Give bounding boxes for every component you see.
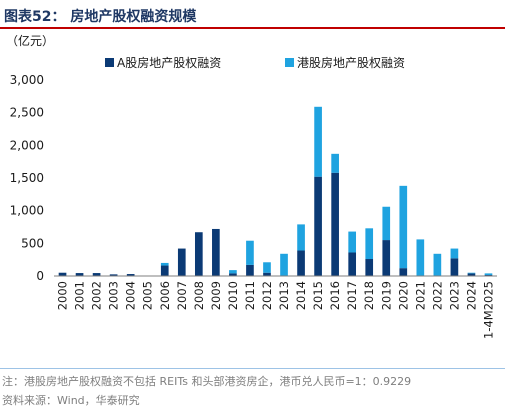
bar-hk-share [263,262,271,273]
x-tick-label: 2023 [447,281,461,310]
bar-hk-share [450,248,459,259]
bar-a-share [194,232,203,276]
bar-hk-share [365,228,374,260]
title-divider [0,27,505,29]
bar-hk-share [484,273,493,276]
bar-hk-share [416,239,425,276]
x-tick-label: 2013 [277,281,291,310]
footnote: 注：港股房地产股权融资不包括 REITs 和头部港资房企，港币兑人民币=1：0.… [2,375,412,388]
x-tick-label: 2004 [124,281,138,310]
legend-label-a: A股房地产股权融资 [117,55,221,70]
x-tick-label: 2020 [396,281,410,310]
y-tick-label: 2,000 [10,138,44,152]
stacked-bar-chart: （亿元） A股房地产股权融资 港股房地产股权融资 0 500 1,000 1,500 2… [6,33,497,339]
x-tick-label: 2011 [243,281,257,310]
y-tick-label: 3,000 [10,73,44,87]
y-tick-label: 2,500 [10,106,44,120]
bar-hk-share [467,272,476,274]
figure-title: 图表52： 房地产股权融资规模 [4,9,197,25]
x-tick-label: 2009 [209,281,223,310]
bar-a-share [467,273,476,276]
x-tick-label: 2014 [294,281,308,310]
x-tick-label: 2003 [107,281,121,310]
bar-a-share [314,176,322,276]
bar-a-share [212,228,220,276]
bar-a-share [382,240,391,276]
bar-hk-share [280,253,288,276]
legend-swatch-hk [285,58,294,67]
bar-a-share [160,265,169,276]
bar-hk-share [160,262,169,266]
x-tick-label: 2000 [56,281,70,310]
x-tick-label: 2010 [226,281,240,310]
bar-hk-share [229,270,237,274]
bar-hk-share [297,224,305,251]
bar-hk-share [246,240,254,265]
bar-hk-share [314,106,322,177]
legend-label-hk: 港股房地产股权融资 [297,55,405,70]
bar-a-share [450,258,459,276]
bar-a-share [229,273,237,276]
x-tick-label: 2007 [175,281,189,310]
x-tick-label: 2019 [379,281,393,310]
bar-a-share [246,264,254,276]
x-tick-label: 2018 [362,281,376,310]
bar-hk-share [382,206,391,241]
bar-a-share [331,172,339,276]
x-tick-label: 2005 [141,281,155,310]
bar-hk-share [399,185,408,269]
y-tick-label: 1,000 [10,204,44,218]
bar-a-share [365,259,374,276]
x-tick-label: 2001 [73,281,87,310]
footer-divider [0,368,505,369]
y-tick-label: 0 [36,269,44,283]
bars-group [58,106,493,276]
y-tick-label: 1,500 [10,171,44,185]
x-tick-label: 2017 [345,281,359,310]
x-tick-label: 2024 [464,281,478,310]
bar-hk-share [433,253,442,276]
bar-a-share [109,274,118,276]
unit-label: （亿元） [6,33,54,48]
y-tick-label: 500 [21,236,44,250]
bar-a-share [263,272,271,276]
bar-hk-share [348,231,357,253]
bar-hk-share [331,153,339,173]
x-tick-label: 2022 [430,281,444,310]
x-tick-label: 2006 [158,281,172,310]
x-tick-label: 2002 [90,281,104,310]
source-note: 资料来源：Wind，华泰研究 [2,394,140,407]
legend: A股房地产股权融资 港股房地产股权融资 [105,55,405,70]
bar-a-share [177,248,186,276]
bar-a-share [399,268,408,276]
x-axis: 2000 2001 2002 2003 2004 2005 2006 2007 2008 2009… [56,281,496,339]
x-tick-label: 2012 [260,281,274,310]
legend-swatch-a [105,58,114,67]
x-tick-label: 2015 [311,281,325,310]
bar-a-share [348,252,357,276]
x-tick-label: 2016 [328,281,342,310]
bar-a-share [58,272,67,276]
bar-a-share [126,274,135,276]
bar-a-share [75,273,84,276]
y-axis: 0 500 1,000 1,500 2,000 2,500 3,000 [10,73,44,283]
bar-a-share [297,250,305,276]
x-tick-label: 2008 [192,281,206,310]
x-tick-label: 1-4M2025 [481,281,495,339]
x-tick-label: 2021 [413,281,427,310]
bar-a-share [92,273,101,276]
